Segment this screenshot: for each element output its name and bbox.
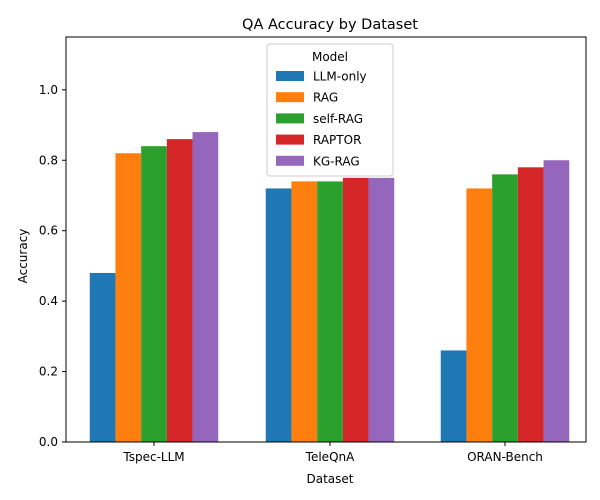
bar-llm-only-teleqna [265,188,292,442]
legend-label: KG-RAG [313,154,360,168]
legend: Model LLM-only RAG self-RAG RAPTOR KG-RAG [266,43,394,177]
plot-frame [65,36,587,443]
bar-raptor-teleqna [342,177,369,442]
bar-self-rag-teleqna [317,181,343,442]
y-tick-label: 0.2 [39,365,58,379]
legend-swatch [276,71,304,81]
bar-rag-tspec-llm [115,153,142,442]
bar-kg-rag-tspec-llm [192,132,219,442]
legend-swatch [276,92,304,103]
bar-llm-only-oran-bench [440,350,467,442]
legend-label: LLM-only [313,70,367,84]
bar-raptor-oran-bench [517,167,544,443]
y-axis-title: Accuracy [16,229,30,284]
legend-swatch [276,113,304,124]
y-tick-label: 0.4 [39,294,58,308]
bar-kg-rag-oran-bench [543,160,570,442]
x-tick-label: TeleQnA [305,450,355,464]
y-tick-label: 1.0 [39,83,58,97]
bar-self-rag-oran-bench [492,174,518,442]
y-tick-label: 0.6 [39,224,58,238]
bar-rag-teleqna [291,181,318,442]
bar-llm-only-tspec-llm [89,272,116,442]
legend-title: Model [312,50,348,64]
bar-self-rag-tspec-llm [141,146,167,443]
y-tick-label: 0.8 [39,153,58,167]
y-tick-label: 0.0 [39,435,58,449]
bars-group [89,132,570,443]
chart-title: QA Accuracy by Dataset [242,17,418,33]
x-tick-label: ORAN-Bench [467,450,543,464]
legend-label: self-RAG [313,112,363,126]
y-axis: 0.0 0.2 0.4 0.6 0.8 1.0 [39,83,66,449]
legend-label: RAG [313,91,338,105]
bar-rag-oran-bench [466,188,493,442]
x-axis-title: Dataset [307,472,354,486]
legend-swatch [276,134,304,145]
x-axis: Tspec-LLM TeleQnA ORAN-Bench [122,442,543,464]
x-tick-label: Tspec-LLM [122,450,184,464]
bar-raptor-tspec-llm [166,139,193,442]
legend-swatch [276,155,304,166]
legend-label: RAPTOR [313,133,361,147]
bar-kg-rag-teleqna [368,177,395,442]
